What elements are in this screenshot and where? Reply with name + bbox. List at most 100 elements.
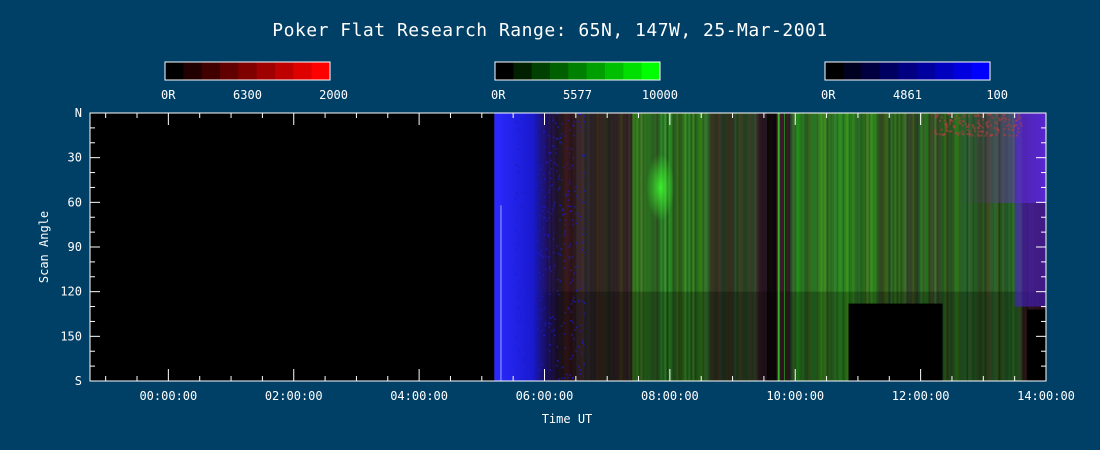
image-stripe bbox=[982, 113, 985, 381]
blue-noise bbox=[534, 151, 537, 153]
blue-noise bbox=[518, 306, 520, 309]
blue-noise bbox=[541, 189, 543, 191]
blue-noise bbox=[517, 164, 519, 167]
image-stripe bbox=[586, 113, 589, 381]
blue-noise bbox=[535, 318, 538, 321]
blue-noise bbox=[547, 256, 550, 258]
blue-noise bbox=[547, 210, 549, 213]
image-stripe bbox=[574, 113, 577, 381]
image-stripe bbox=[594, 113, 597, 381]
image-stripe bbox=[678, 113, 681, 381]
image-stripe bbox=[830, 113, 833, 381]
blue-noise bbox=[569, 281, 572, 284]
blue-noise bbox=[573, 338, 575, 340]
blue-noise bbox=[547, 135, 550, 137]
red-speckle bbox=[1012, 125, 1015, 128]
image-stripe bbox=[622, 113, 625, 381]
image-stripe bbox=[838, 113, 841, 381]
blue-noise bbox=[579, 369, 582, 371]
red-speckle bbox=[967, 115, 970, 118]
blue-noise bbox=[515, 163, 518, 166]
blue-noise bbox=[532, 185, 535, 188]
image-stripe bbox=[672, 113, 675, 381]
image-stripe bbox=[726, 113, 729, 381]
image-stripe bbox=[910, 113, 913, 381]
blue-noise bbox=[575, 289, 578, 292]
red-speckle bbox=[986, 132, 989, 135]
blue-noise bbox=[575, 186, 577, 188]
blue-noise bbox=[575, 195, 578, 198]
blue-noise bbox=[580, 199, 583, 201]
red-speckle bbox=[967, 125, 970, 128]
blue-noise bbox=[514, 164, 517, 167]
red-speckle bbox=[1007, 128, 1010, 131]
colorbar-step bbox=[531, 62, 551, 80]
blue-noise bbox=[581, 300, 583, 303]
image-stripe bbox=[616, 113, 619, 381]
blue-noise bbox=[556, 365, 558, 367]
blue-noise bbox=[571, 219, 574, 222]
image-stripe bbox=[580, 113, 583, 381]
blue-noise bbox=[583, 115, 586, 117]
red-speckle bbox=[934, 132, 937, 135]
blue-noise bbox=[525, 361, 528, 363]
image-stripe bbox=[1008, 113, 1011, 381]
blue-noise bbox=[520, 156, 523, 159]
blue-noise bbox=[543, 131, 545, 134]
blue-noise bbox=[522, 282, 525, 284]
image-stripe bbox=[934, 113, 937, 381]
blue-noise bbox=[561, 133, 563, 135]
image-stripe bbox=[960, 113, 963, 381]
blue-noise bbox=[580, 176, 583, 178]
image-stripe bbox=[570, 113, 573, 381]
image-stripe bbox=[714, 113, 717, 381]
image-stripe bbox=[650, 113, 653, 381]
blue-noise bbox=[550, 212, 553, 215]
image-stripe bbox=[814, 113, 817, 381]
blue-noise bbox=[533, 113, 535, 115]
blue-noise bbox=[542, 274, 544, 277]
blue-noise bbox=[559, 280, 562, 282]
image-stripe bbox=[842, 113, 845, 381]
blue-noise bbox=[527, 288, 529, 290]
red-speckle bbox=[966, 128, 969, 131]
blue-noise bbox=[567, 307, 569, 309]
image-stripe bbox=[754, 113, 757, 381]
image-stripe bbox=[1012, 113, 1015, 381]
red-speckle bbox=[936, 113, 939, 116]
blue-noise bbox=[525, 229, 528, 231]
blue-noise bbox=[567, 119, 570, 122]
blue-noise bbox=[532, 118, 535, 120]
blue-noise bbox=[580, 219, 582, 221]
colorbar-step bbox=[586, 62, 606, 80]
red-speckle bbox=[945, 125, 948, 128]
blue-noise bbox=[568, 257, 571, 260]
colorbar-4861: 0R 4861 100 bbox=[821, 61, 1008, 102]
x-tick-label: 14:00:00 bbox=[1017, 389, 1075, 403]
blue-noise bbox=[568, 308, 570, 310]
red-speckle bbox=[1004, 120, 1007, 123]
image-stripe bbox=[578, 113, 581, 381]
blue-noise bbox=[516, 369, 519, 372]
blue-noise bbox=[523, 273, 525, 275]
red-speckle bbox=[990, 133, 993, 136]
colorbar-frame bbox=[494, 61, 661, 81]
colorbar-step bbox=[513, 62, 533, 80]
blue-noise bbox=[530, 114, 532, 117]
red-speckle bbox=[996, 122, 999, 125]
blue-noise bbox=[556, 170, 558, 172]
blue-noise bbox=[556, 359, 559, 362]
blue-noise bbox=[547, 322, 550, 324]
blue-noise bbox=[550, 159, 552, 162]
blue-noise bbox=[533, 232, 535, 234]
red-speckle bbox=[1016, 115, 1019, 118]
blue-noise bbox=[514, 197, 516, 199]
colorbar-step bbox=[623, 62, 643, 80]
image-stripe bbox=[824, 113, 827, 381]
image-stripe bbox=[744, 113, 747, 381]
blue-noise bbox=[530, 354, 533, 356]
blue-noise bbox=[529, 131, 532, 133]
image-stripe bbox=[608, 113, 611, 381]
blue-noise bbox=[524, 122, 527, 124]
red-speckle bbox=[968, 134, 971, 137]
